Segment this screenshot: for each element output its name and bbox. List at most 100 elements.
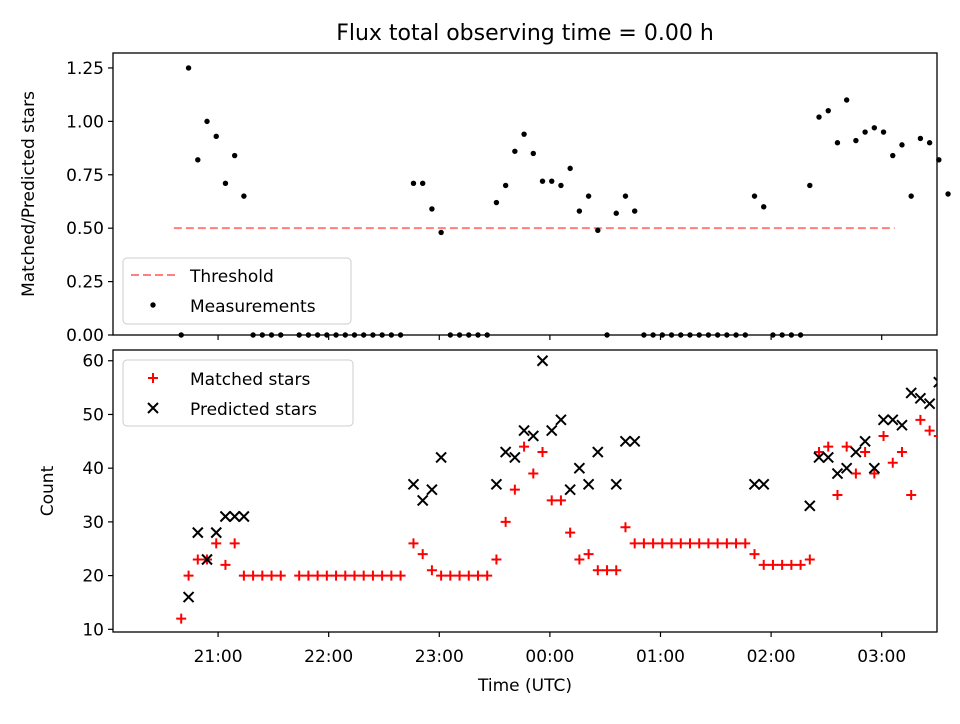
matched-point [611,565,622,576]
matched-point [183,570,194,581]
measurement-point [779,332,785,338]
predicted-point [905,387,917,399]
predicted-point [435,451,447,464]
measurement-point [370,332,376,338]
measurement-point [351,332,358,338]
measurement-point [761,204,767,210]
matched-point [933,434,937,437]
matched-point [878,430,889,441]
measurement-point [917,135,924,142]
matched-point [349,570,360,581]
matched-point [583,549,594,560]
predicted-point [592,446,604,458]
matched-point [703,538,714,549]
predicted-point [822,451,834,464]
predicted-point [887,414,899,426]
matched-point [257,570,268,581]
predicted-point [201,553,213,566]
measurement-point [724,332,730,338]
legend-predicted-label: Predicted stars [190,400,317,420]
x-tick-label: 22:00 [304,647,353,667]
y-tick-label: 0.75 [66,166,104,186]
matched-point [740,538,751,549]
y-axis-label: Matched/Predicted stars [19,91,39,297]
matched-point [758,559,769,570]
legend: Threshold Measurements [122,257,352,325]
measurement-point [314,332,321,338]
matched-point [537,447,548,458]
predicted-point [536,355,549,367]
measurement-point [595,227,601,234]
predicted-point [182,591,195,603]
measurement-point [278,332,284,338]
matched-point [712,538,723,549]
measurement-point [324,332,330,338]
matched-point [395,570,406,581]
measurement-point [388,332,395,338]
matched-point [367,570,378,581]
matched-point [176,613,187,624]
matched-point [869,468,880,479]
measurement-point [530,150,536,157]
x-tick-label: 02:00 [747,647,796,667]
measurement-point [342,332,348,338]
measurement-point [659,332,666,338]
matched-point [528,468,539,479]
matched-point [436,570,447,581]
measurement-point [222,180,229,187]
matched-point [192,554,203,565]
matched-point [777,559,788,570]
matched-point [386,570,397,581]
matched-point [294,570,305,581]
measurement-point [742,332,748,338]
plot-frame [112,52,938,336]
measurement-point [926,140,933,146]
matched-point [546,495,557,506]
matched-point [638,538,649,549]
predicted-point [238,510,250,523]
measurement-point [899,142,905,148]
predicted-point [804,500,816,512]
measurement-point [880,129,887,135]
predicted-point [228,510,241,523]
measurement-point [797,332,804,338]
matched-point [377,570,388,581]
y-tick-label: 40 [82,459,104,479]
matched-point [312,570,323,581]
measurement-point [650,332,656,338]
measurement-point [213,133,219,140]
predicted-point [555,414,567,426]
matched-point [454,570,465,581]
predicted-point [831,467,844,480]
measurement-point [678,332,684,338]
predicted-point [192,526,204,539]
matched-point [500,516,511,527]
predicted-point [426,483,438,496]
measurement-point [429,206,435,212]
measurement-point [825,107,831,114]
predicted-point [210,526,222,539]
measurement-point [521,131,527,137]
x-tick-label: 23:00 [415,647,464,667]
predicted-point [748,478,761,490]
matched-point [841,441,852,452]
measurement-point [696,332,702,338]
matched-point [731,538,742,549]
measurement-point [705,332,712,338]
measurement-point [419,180,426,187]
predicted-point [573,462,586,474]
matched-point [620,522,631,533]
measurement-point [484,332,490,338]
measurement-point [585,193,592,199]
measurement-point [641,332,647,338]
y-tick-label: 50 [82,405,104,425]
measurement-point [843,97,850,103]
matched-point [491,554,502,565]
matched-point [694,538,705,549]
matched-point [574,554,585,565]
measurement-point [493,199,500,206]
y-tick-label: 1.00 [66,112,104,132]
predicted-point [813,451,825,464]
predicted-point [923,398,936,410]
